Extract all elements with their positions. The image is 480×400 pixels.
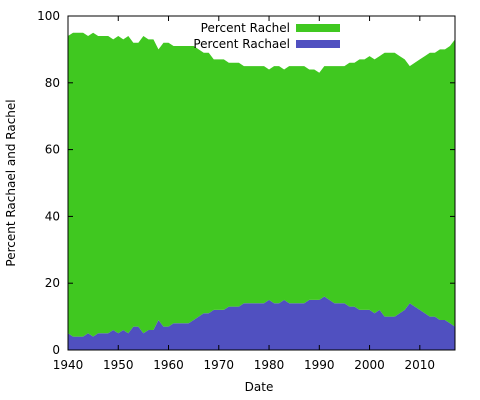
plot-frame [67, 15, 456, 351]
area-series-2 [68, 32, 455, 337]
legend-swatch [296, 40, 340, 48]
y-tick-label: 20 [45, 276, 60, 290]
x-tick-label: 2000 [354, 358, 385, 372]
legend-label: Percent Rachael [193, 37, 290, 51]
x-tick-label: 1950 [103, 358, 134, 372]
x-tick-label: 1970 [204, 358, 235, 372]
area-layer [68, 32, 455, 350]
y-tick-label: 40 [45, 209, 60, 223]
y-axis-label: Percent Rachael and Rachel [4, 99, 18, 266]
y-tick-label: 100 [37, 9, 60, 23]
x-tick-label: 1990 [304, 358, 335, 372]
legend-label: Percent Rachel [201, 21, 290, 35]
y-tick-label: 80 [45, 76, 60, 90]
area-series-1 [68, 296, 455, 350]
x-tick-label: 1960 [153, 358, 184, 372]
legend-swatch [296, 24, 340, 32]
y-tick-label: 60 [45, 143, 60, 157]
x-tick-label: 2010 [405, 358, 436, 372]
y-axis: 0 20 40 60 80 100 [37, 9, 455, 357]
x-axis: 1940 1950 1960 1970 1980 1990 2000 2010 [53, 16, 435, 372]
y-tick-label: 0 [52, 343, 60, 357]
x-tick-label: 1940 [53, 358, 84, 372]
legend: Percent Rachel Percent Rachael [193, 21, 340, 51]
x-tick-label: 1980 [254, 358, 285, 372]
x-axis-label: Date [245, 380, 274, 394]
